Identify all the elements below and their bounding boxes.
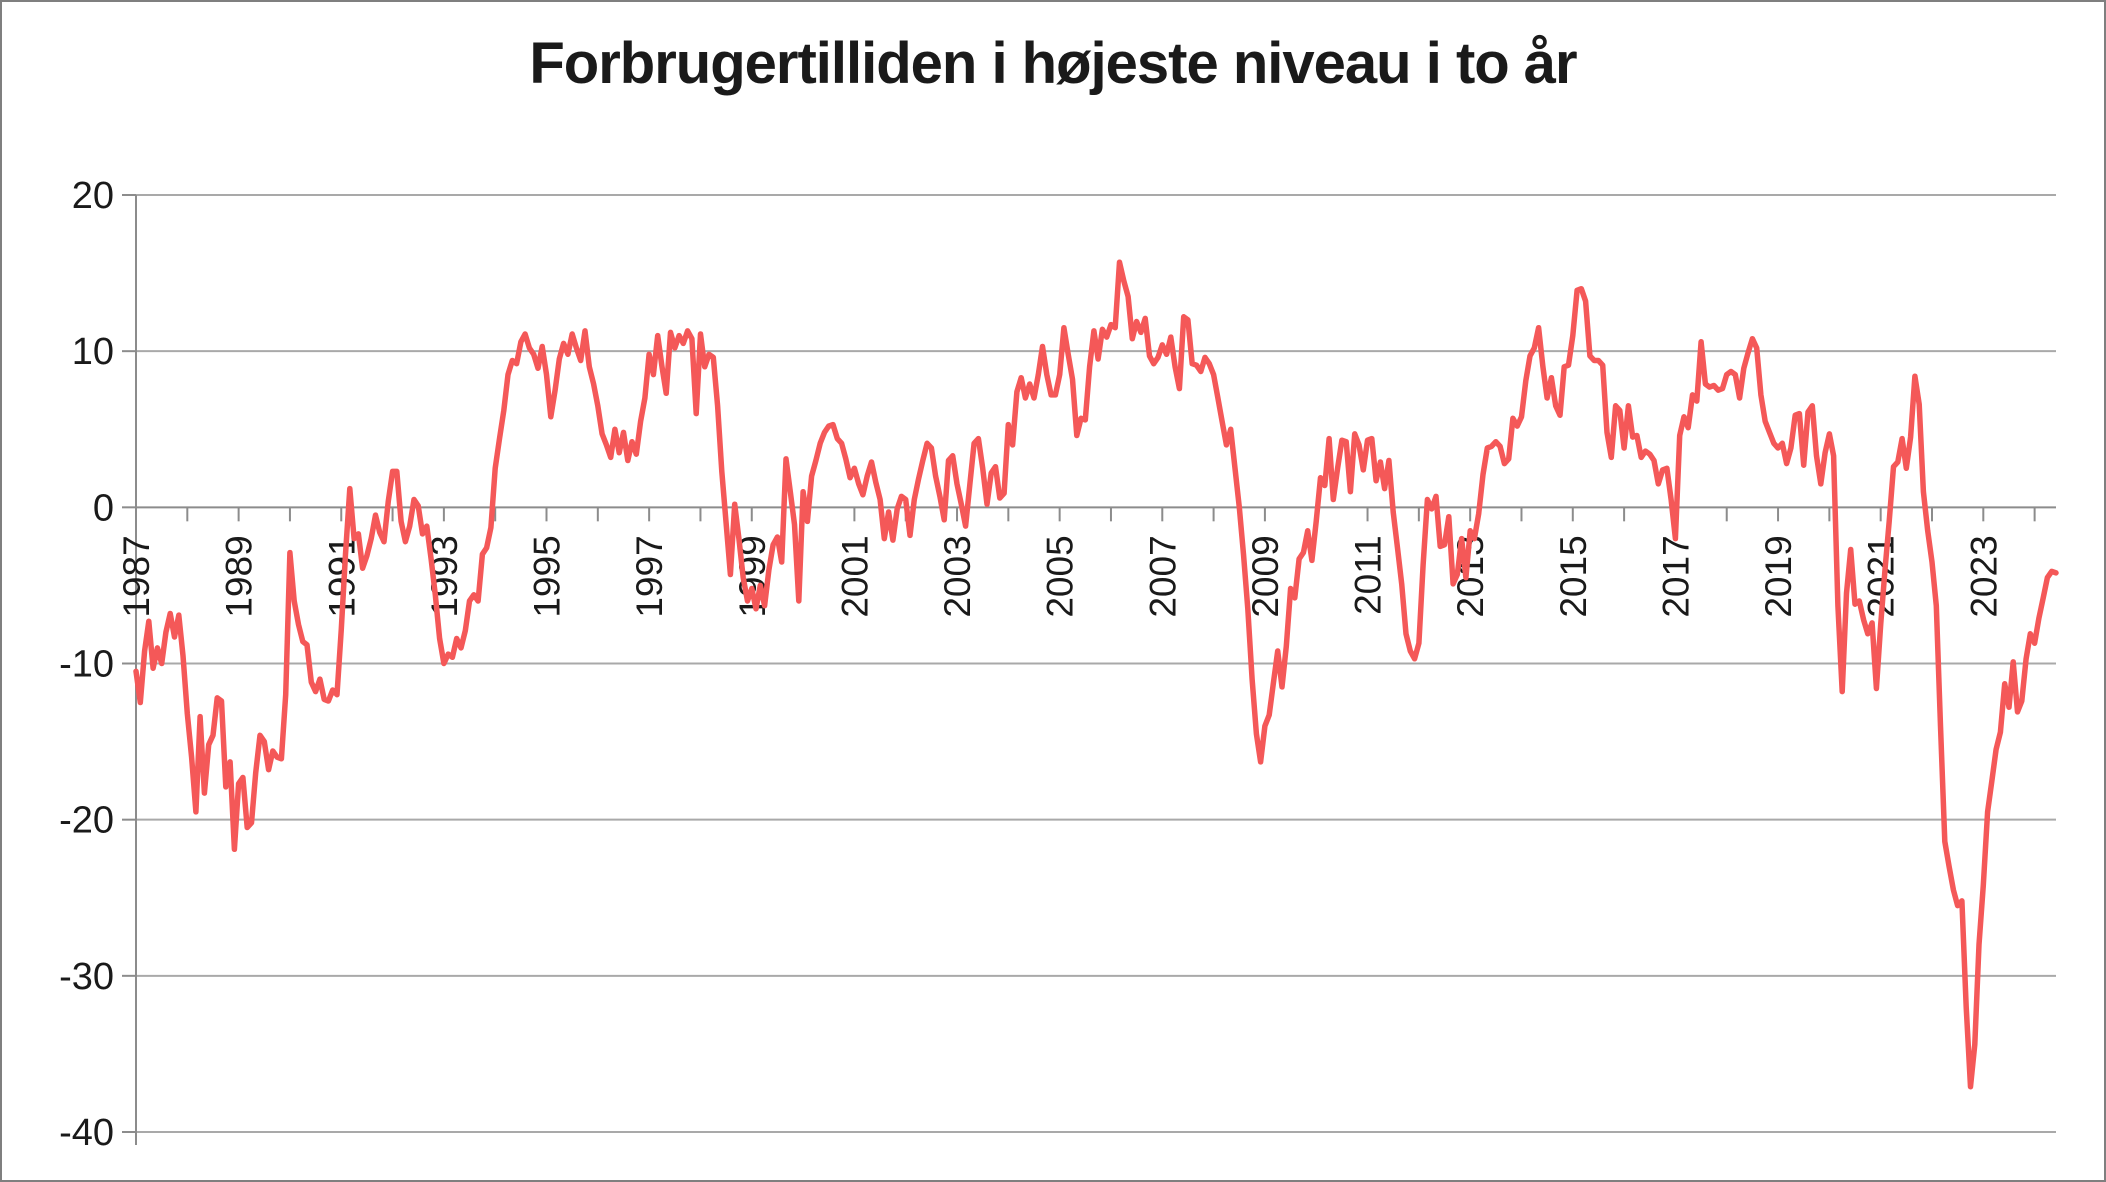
y-axis-label: -40 xyxy=(59,1112,114,1154)
x-axis-label: 2015 xyxy=(1553,535,1594,617)
x-axis-label: 1989 xyxy=(219,535,260,617)
x-axis-label: 1987 xyxy=(116,535,157,617)
x-axis-label: 1995 xyxy=(527,535,568,617)
x-axis-label: 2005 xyxy=(1040,535,1081,617)
x-axis-label: 2017 xyxy=(1655,535,1696,617)
x-axis-label: 1997 xyxy=(629,535,670,617)
x-axis-label: 2003 xyxy=(937,535,978,617)
chart-title: Forbrugertilliden i højeste niveau i to … xyxy=(529,31,1577,96)
x-axis-label: 2001 xyxy=(834,535,875,617)
y-axis-label: 10 xyxy=(72,331,114,373)
x-axis-label: 2023 xyxy=(1963,535,2004,617)
x-axis-label: 2011 xyxy=(1348,535,1389,615)
y-axis-label: 20 xyxy=(72,175,114,217)
y-axis-label: -30 xyxy=(59,956,114,998)
x-axis-label: 2009 xyxy=(1245,535,1286,617)
x-axis-label: 2019 xyxy=(1758,535,1799,617)
consumer-confidence-line xyxy=(133,259,2059,1090)
y-axis-label: -20 xyxy=(59,800,114,842)
x-axis-label: 2007 xyxy=(1142,535,1183,617)
y-axis-label: 0 xyxy=(93,487,114,529)
y-axis-label: -10 xyxy=(59,644,114,686)
